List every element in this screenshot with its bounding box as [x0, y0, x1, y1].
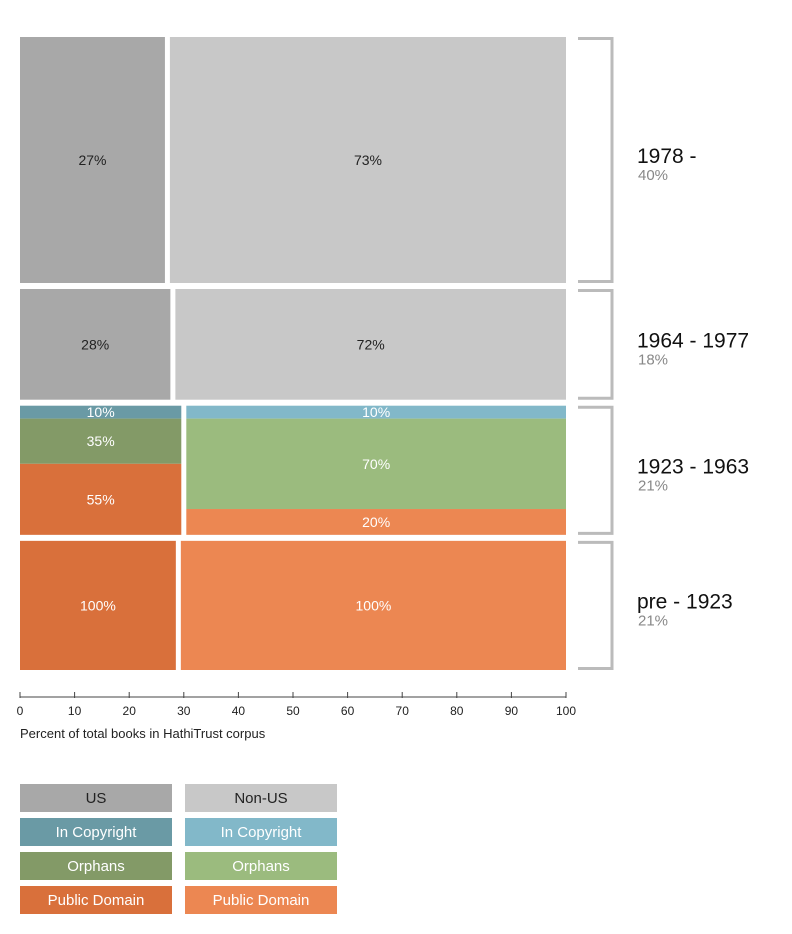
- x-tick-label: 90: [505, 704, 519, 718]
- x-tick-label: 100: [556, 704, 576, 718]
- group-bracket: [578, 540, 614, 670]
- legend-item-us-orphans: Orphans: [20, 852, 172, 880]
- legend-item-us-unclassified: US: [20, 784, 172, 812]
- group-3: 100% 100%: [20, 540, 566, 670]
- group-label: 1923 - 1963: [637, 455, 749, 478]
- group-share: 40%: [638, 167, 668, 184]
- x-tick-label: 10: [68, 704, 82, 718]
- group-share: 18%: [638, 351, 668, 368]
- group-label: pre - 1923: [637, 590, 733, 613]
- group-bracket: [578, 405, 614, 535]
- x-tick-label: 40: [232, 704, 246, 718]
- segment-label: 100%: [80, 597, 116, 613]
- legend-item-non-us-public-domain: Public Domain: [185, 886, 337, 914]
- legend-item-us-in-copyright: In Copyright: [20, 818, 172, 846]
- segment-label: 10%: [362, 404, 390, 420]
- column-label: 28%: [81, 336, 109, 352]
- segment-label: 100%: [356, 597, 392, 613]
- group-1: 28% 72%: [20, 289, 566, 400]
- column-label: 72%: [357, 336, 385, 352]
- column-label: 27%: [78, 152, 106, 168]
- marimekko-chart: 27% 73%28% 72%10%35%55%10%70%20%100% 100% 1…: [17, 37, 749, 741]
- bar-non-us-in-copyright: [186, 405, 567, 419]
- group-2: 10% 35% 55% 10% 70% 20%: [20, 404, 567, 535]
- group-share: 21%: [638, 612, 668, 629]
- segment-label: 20%: [362, 514, 390, 530]
- segment-label: 10%: [87, 404, 115, 420]
- bar-non-us-public-domain: [180, 540, 566, 670]
- legend-item-non-us-orphans: Orphans: [185, 852, 337, 880]
- bar-us-unclassified: [20, 289, 171, 400]
- bar-us-orphans: [20, 418, 182, 464]
- chart-bars: 27% 73% 28% 72% 10% 35% 55% 10% 70% 20% 100% 100%: [20, 37, 567, 670]
- legend-item-non-us-in-copyright: In Copyright: [185, 818, 337, 846]
- group-bracket: [578, 37, 614, 283]
- x-tick-label: 0: [17, 704, 24, 718]
- column-label: 73%: [354, 152, 382, 168]
- x-axis: 0 10 20 30 40 50 60 70 80 90 100: [17, 692, 576, 718]
- legend-item-us-public-domain: Public Domain: [20, 886, 172, 914]
- bar-non-us-unclassified: [169, 37, 567, 283]
- x-tick-label: 60: [341, 704, 355, 718]
- x-tick-label: 20: [123, 704, 137, 718]
- group-0: 27% 73%: [20, 37, 567, 283]
- group-label: 1964 - 1977: [637, 329, 749, 352]
- legend-item-non-us-unclassified: Non-US: [185, 784, 337, 812]
- group-bracket: [578, 289, 614, 400]
- bar-non-us-unclassified: [175, 289, 566, 400]
- bar-non-us-public-domain: [186, 509, 567, 535]
- group-brackets: [578, 37, 614, 670]
- x-tick-label: 50: [286, 704, 300, 718]
- bar-us-in-copyright: [20, 405, 182, 419]
- group-share: 21%: [638, 477, 668, 494]
- bar-us-public-domain: [20, 463, 182, 535]
- bar-us-public-domain: [20, 540, 176, 670]
- x-tick-label: 30: [177, 704, 191, 718]
- segment-label: 55%: [87, 491, 115, 507]
- x-axis-label: Percent of total books in HathiTrust cor…: [20, 726, 266, 741]
- group-label: 1978 -: [637, 145, 697, 168]
- bar-us-unclassified: [20, 37, 165, 283]
- bar-non-us-orphans: [186, 418, 567, 510]
- x-tick-label: 70: [396, 704, 410, 718]
- x-tick-label: 80: [450, 704, 464, 718]
- segment-label: 35%: [87, 433, 115, 449]
- segment-label: 70%: [362, 456, 390, 472]
